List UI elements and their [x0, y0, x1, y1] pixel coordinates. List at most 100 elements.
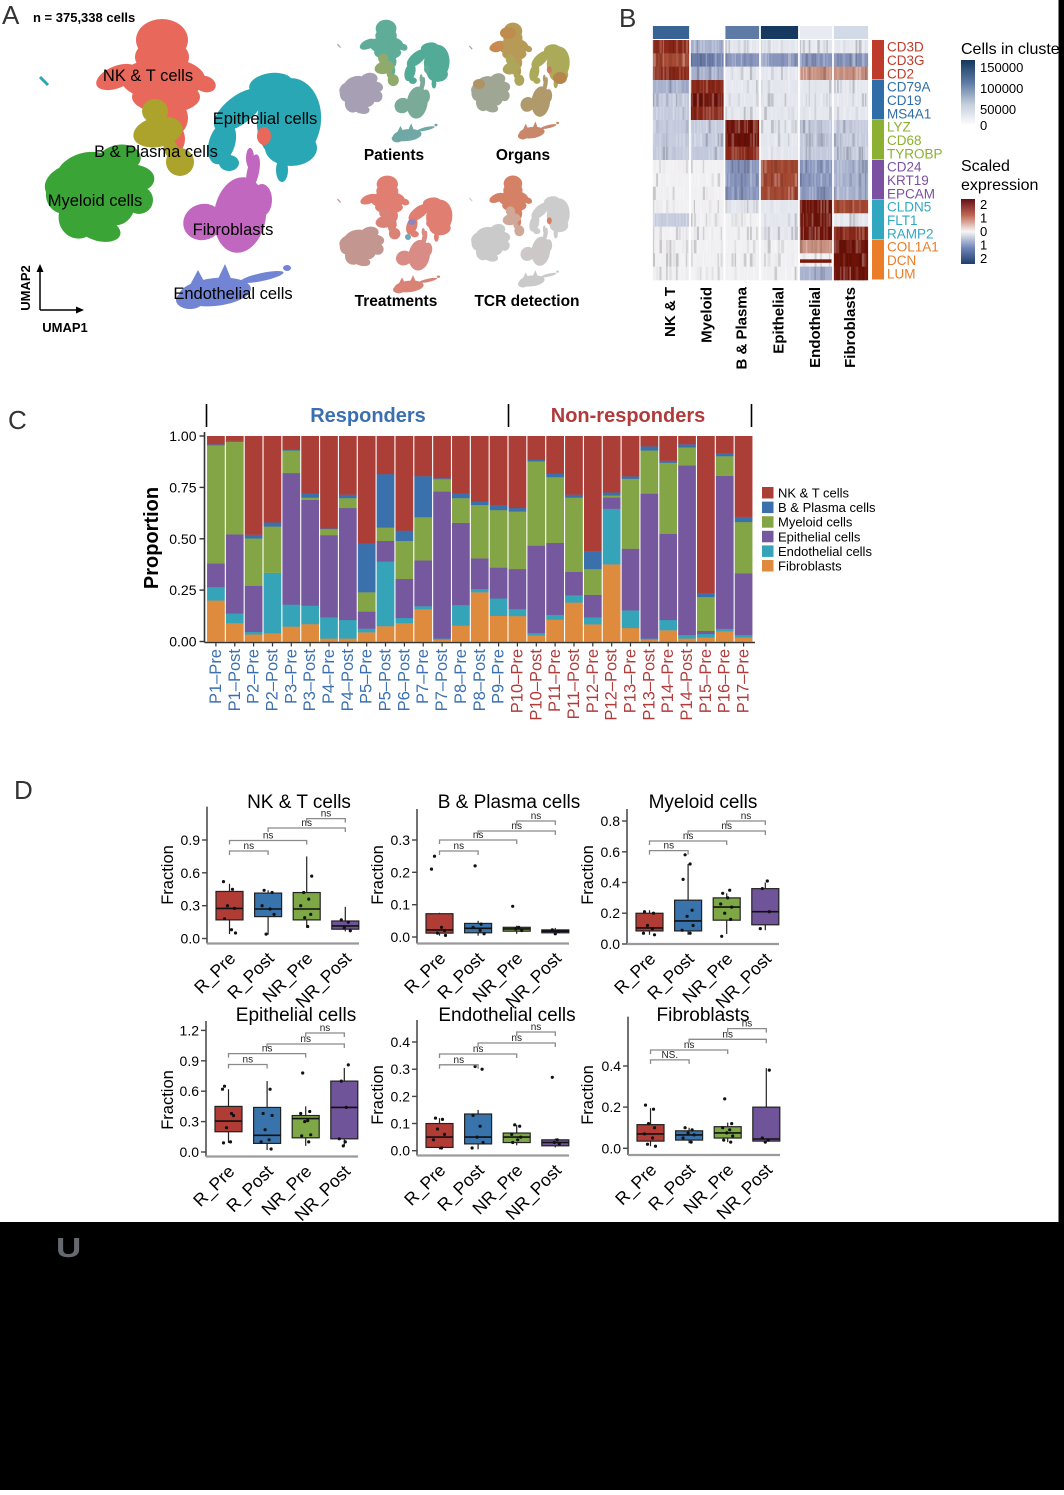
svg-text:ns: ns: [244, 841, 255, 852]
svg-text:U: U: [56, 1231, 81, 1263]
svg-text:0.2: 0.2: [391, 1088, 411, 1104]
svg-text:0.2: 0.2: [391, 864, 411, 880]
svg-text:P1–Pre: P1–Pre: [207, 649, 225, 704]
svg-text:0.3: 0.3: [391, 832, 411, 848]
svg-text:0.75: 0.75: [169, 479, 196, 495]
svg-text:Myeloid cells: Myeloid cells: [48, 192, 142, 210]
svg-text:P7–Post: P7–Post: [433, 649, 451, 712]
svg-text:2: 2: [980, 251, 987, 266]
svg-text:Epithelial: Epithelial: [771, 287, 788, 354]
svg-text:ns: ns: [321, 809, 332, 820]
svg-text:P12–Post: P12–Post: [603, 649, 621, 721]
svg-text:0.0: 0.0: [601, 936, 621, 952]
svg-text:Epithelial cells: Epithelial cells: [213, 110, 318, 128]
svg-text:0.3: 0.3: [391, 1061, 411, 1077]
svg-text:0.0: 0.0: [181, 931, 201, 947]
svg-text:0.9: 0.9: [180, 1053, 200, 1069]
svg-text:Fraction: Fraction: [369, 845, 387, 905]
svg-text:TCR detection: TCR detection: [474, 293, 579, 310]
svg-text:UMAP1: UMAP1: [42, 320, 88, 335]
svg-text:0.50: 0.50: [169, 531, 196, 547]
svg-text:Endothelial: Endothelial: [807, 287, 824, 368]
svg-text:Epithelial cells: Epithelial cells: [236, 1005, 356, 1026]
svg-text:P5–Post: P5–Post: [377, 649, 395, 712]
svg-text:0.0: 0.0: [391, 929, 411, 945]
svg-text:0.6: 0.6: [601, 844, 621, 860]
svg-text:LUM: LUM: [887, 266, 916, 281]
svg-text:NK & T cells: NK & T cells: [778, 486, 850, 501]
svg-text:P5–Pre: P5–Pre: [358, 649, 376, 704]
svg-text:P4–Post: P4–Post: [339, 649, 357, 712]
svg-text:P6–Post: P6–Post: [395, 649, 413, 712]
svg-text:P3–Post: P3–Post: [301, 649, 319, 712]
svg-text:UMAP2: UMAP2: [18, 265, 33, 311]
svg-text:0.0: 0.0: [602, 1140, 622, 1156]
svg-text:Treatments: Treatments: [355, 293, 438, 310]
svg-text:P8–Pre: P8–Pre: [452, 649, 470, 704]
svg-text:Endothelial cells: Endothelial cells: [438, 1005, 575, 1026]
svg-text:P10–Post: P10–Post: [527, 649, 545, 721]
svg-text:Endothelial cells: Endothelial cells: [173, 285, 292, 303]
svg-text:Patients: Patients: [364, 147, 424, 164]
svg-text:P7–Pre: P7–Pre: [414, 649, 432, 704]
svg-text:B & Plasma cells: B & Plasma cells: [438, 792, 581, 813]
svg-text:0.3: 0.3: [180, 1114, 200, 1130]
svg-text:P16–Pre: P16–Pre: [716, 649, 734, 713]
svg-text:0.1: 0.1: [391, 897, 411, 913]
svg-text:ns: ns: [531, 811, 542, 822]
svg-text:P12–Pre: P12–Pre: [584, 649, 602, 713]
svg-text:Myeloid: Myeloid: [698, 287, 715, 343]
svg-text:P3–Pre: P3–Pre: [282, 649, 300, 704]
svg-text:P13–Pre: P13–Pre: [622, 649, 640, 713]
svg-text:Fraction: Fraction: [159, 845, 177, 905]
svg-text:ns: ns: [263, 831, 274, 842]
svg-text:Fraction: Fraction: [579, 845, 597, 905]
svg-text:Responders: Responders: [310, 405, 426, 427]
svg-text:Fraction: Fraction: [369, 1065, 387, 1125]
svg-text:Fibroblasts: Fibroblasts: [842, 287, 859, 368]
svg-text:1.00: 1.00: [169, 428, 196, 444]
svg-text:0.0: 0.0: [391, 1143, 411, 1159]
svg-text:Cells in cluster: Cells in cluster: [961, 41, 1064, 58]
svg-text:B & Plasma cells: B & Plasma cells: [778, 500, 876, 515]
svg-text:0.2: 0.2: [602, 1099, 622, 1115]
svg-text:0.4: 0.4: [391, 1034, 411, 1050]
svg-text:Non-responders: Non-responders: [551, 405, 705, 427]
svg-text:P17–Pre: P17–Pre: [735, 649, 753, 713]
svg-text:ns: ns: [531, 1022, 542, 1033]
svg-text:D: D: [14, 775, 33, 805]
svg-text:P2–Pre: P2–Pre: [245, 649, 263, 704]
svg-text:0: 0: [980, 118, 987, 133]
svg-text:P1–Post: P1–Post: [226, 649, 244, 712]
svg-text:P14–Post: P14–Post: [678, 649, 696, 721]
svg-text:Scaled: Scaled: [961, 158, 1010, 175]
svg-text:0.9: 0.9: [181, 832, 201, 848]
svg-text:0.3: 0.3: [181, 898, 201, 914]
svg-text:ns: ns: [454, 841, 465, 852]
svg-text:Fibroblasts: Fibroblasts: [657, 1005, 750, 1026]
svg-text:A: A: [2, 0, 20, 30]
svg-text:100000: 100000: [980, 81, 1023, 96]
svg-text:P2–Post: P2–Post: [264, 649, 282, 712]
svg-text:NK & T: NK & T: [662, 287, 679, 337]
svg-text:B & Plasma cells: B & Plasma cells: [94, 143, 218, 161]
svg-text:C: C: [8, 405, 27, 435]
svg-text:NK & T cells: NK & T cells: [103, 67, 193, 85]
svg-text:ns: ns: [320, 1023, 331, 1034]
svg-text:0.25: 0.25: [169, 582, 196, 598]
svg-text:0.8: 0.8: [601, 813, 621, 829]
svg-text:P15–Pre: P15–Pre: [697, 649, 715, 713]
svg-text:ns: ns: [243, 1055, 254, 1066]
svg-text:0.4: 0.4: [601, 875, 621, 891]
svg-text:Fibroblasts: Fibroblasts: [193, 221, 274, 239]
svg-text:Epithelial cells: Epithelial cells: [778, 529, 861, 544]
svg-text:0.1: 0.1: [391, 1116, 411, 1132]
svg-text:Endothelial cells: Endothelial cells: [778, 544, 872, 559]
svg-text:P8–Post: P8–Post: [471, 649, 489, 712]
svg-text:150000: 150000: [980, 60, 1023, 75]
svg-text:ns: ns: [664, 841, 675, 852]
svg-text:B: B: [619, 3, 636, 33]
svg-text:Organs: Organs: [496, 147, 550, 164]
svg-text:50000: 50000: [980, 102, 1016, 117]
svg-text:B & Plasma: B & Plasma: [733, 286, 750, 369]
